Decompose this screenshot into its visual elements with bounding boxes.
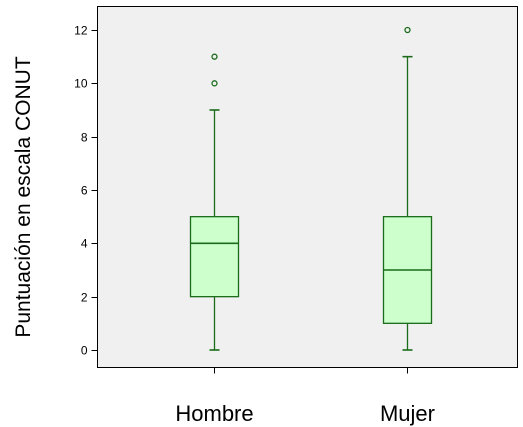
x-tick-label-hombre: Hombre	[175, 401, 253, 426]
outlier-hombre-11	[211, 53, 218, 60]
y-tick-label-6: 6	[81, 184, 88, 198]
y-tick-label-2: 2	[81, 291, 88, 305]
y-tick-label-12: 12	[74, 24, 88, 38]
y-tick-label-4: 4	[81, 237, 88, 251]
y-axis: 0 2 4 6 8 10 12	[74, 24, 98, 358]
box-hombre	[189, 216, 240, 298]
boxes-group	[189, 26, 433, 351]
y-axis-label: Puntuación en escala CONUT	[12, 56, 35, 337]
y-tick-label-8: 8	[81, 131, 88, 145]
plot-area	[97, 6, 518, 368]
y-tick-label-0: 0	[81, 344, 88, 358]
outlier-hombre-10	[211, 80, 218, 87]
x-axis: Hombre Mujer	[175, 367, 435, 426]
y-tick-label-10: 10	[74, 77, 88, 91]
x-tick-label-mujer: Mujer	[380, 401, 435, 426]
outlier-mujer-12	[404, 26, 411, 34]
